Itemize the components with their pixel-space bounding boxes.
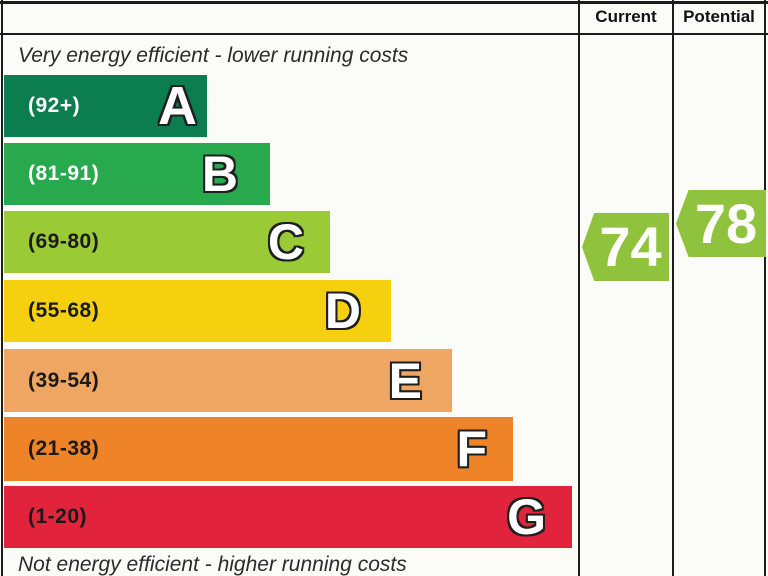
top-caption: Very energy efficient - lower running co… xyxy=(18,44,409,67)
current-column-header: Current xyxy=(595,6,657,26)
current-rating-arrow: 74 xyxy=(582,213,669,281)
bottom-caption: Not energy efficient - higher running co… xyxy=(18,553,407,576)
band-g-range-label: (1-20) xyxy=(28,505,88,528)
band-g: (1-20) G xyxy=(4,486,572,548)
potential-rating-arrow: 78 xyxy=(676,190,766,257)
band-f-letter: F xyxy=(456,421,487,477)
band-b: (81-91) B xyxy=(4,143,270,205)
band-e: (39-54) E xyxy=(4,349,452,412)
band-a-range-label: (92+) xyxy=(28,94,81,117)
potential-column-divider xyxy=(672,0,674,576)
band-c: (69-80) C xyxy=(4,211,330,273)
band-f: (21-38) F xyxy=(4,417,513,481)
current-column-divider xyxy=(578,0,580,576)
band-d: (55-68) D xyxy=(4,280,391,342)
band-b-range-label: (81-91) xyxy=(28,162,100,185)
current-rating-value: 74 xyxy=(599,215,662,278)
top-border-line xyxy=(0,1,768,4)
right-border-line xyxy=(764,0,766,576)
band-c-range-label: (69-80) xyxy=(28,230,100,253)
band-d-range-label: (55-68) xyxy=(28,299,100,322)
potential-rating-value: 78 xyxy=(694,191,758,255)
left-border-line xyxy=(1,0,3,576)
band-f-range-label: (21-38) xyxy=(28,437,100,460)
band-d-letter: D xyxy=(324,283,361,339)
band-e-range-label: (39-54) xyxy=(28,368,100,392)
band-e-letter: E xyxy=(388,352,422,409)
band-c-letter: C xyxy=(267,214,304,270)
band-a: (92+) A xyxy=(4,75,207,137)
band-g-letter: G xyxy=(507,489,546,545)
band-a-letter: A xyxy=(158,76,197,136)
band-b-letter: B xyxy=(201,146,238,202)
header-separator-line xyxy=(0,33,768,35)
potential-column-header: Potential xyxy=(683,6,755,26)
